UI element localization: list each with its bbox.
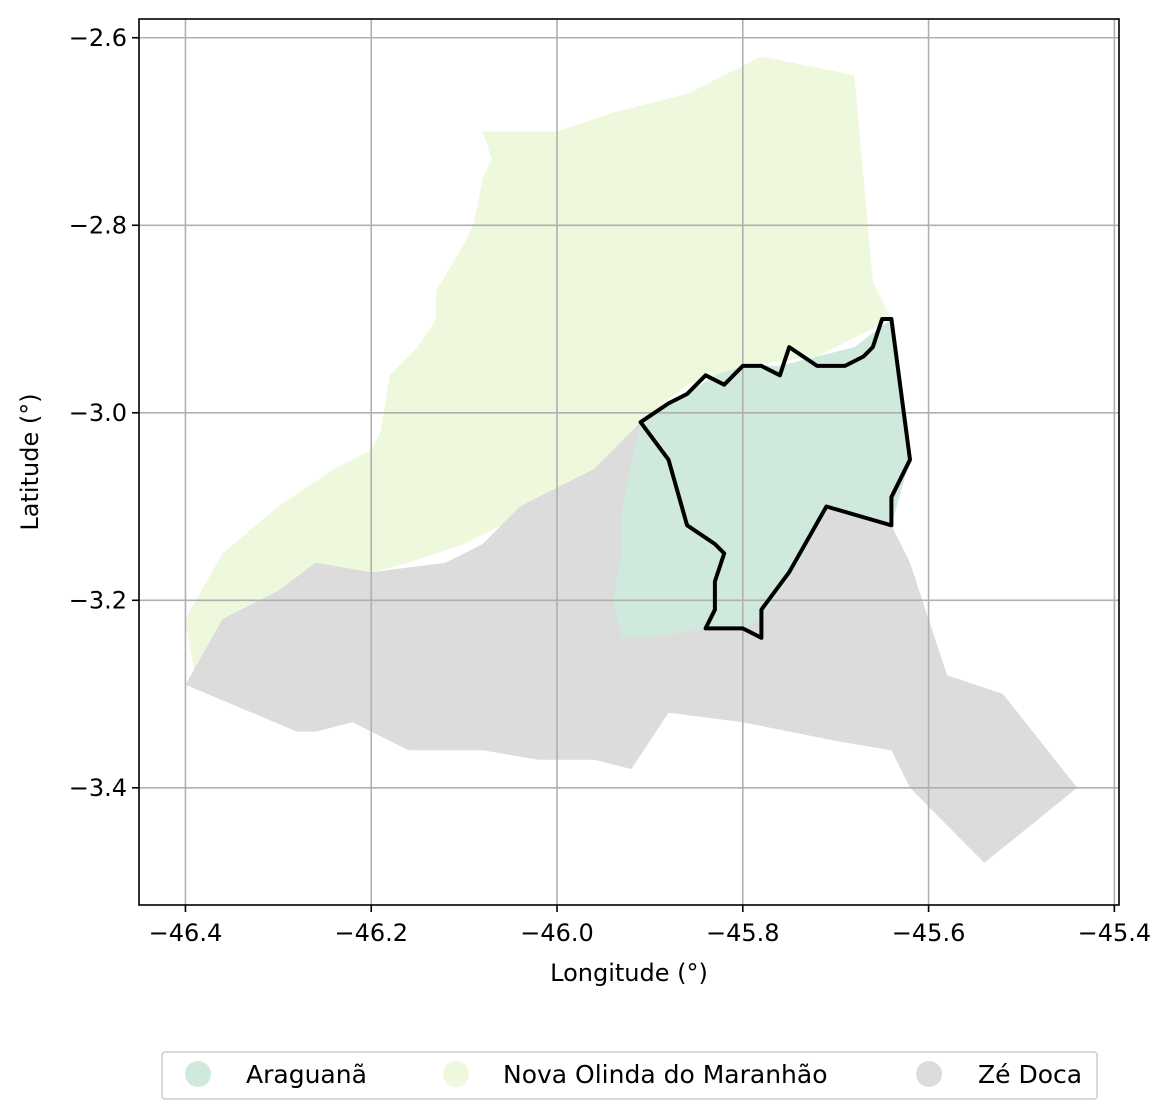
plot-area (138, 18, 1120, 906)
highlight-outline-araguana (638, 317, 912, 640)
legend-label-nova-olinda: Nova Olinda do Maranhão (503, 1060, 828, 1089)
legend: Araguanã Nova Olinda do Maranhão Zé Doca (161, 1051, 1098, 1100)
highlight-outline-layer (638, 317, 912, 640)
y-tick-label: −3.0 (69, 399, 127, 427)
legend-frame (161, 1051, 1098, 1100)
x-tick-label: −46.0 (520, 919, 594, 947)
regions-layer (185, 56, 1078, 863)
legend-swatch-ze-doca (916, 1061, 942, 1087)
legend-item-ze-doca: Zé Doca (916, 1060, 1082, 1089)
x-tick-label: −46.4 (149, 919, 223, 947)
y-tick-label: −2.8 (69, 211, 127, 239)
legend-label-ze-doca: Zé Doca (978, 1060, 1082, 1089)
y-tick-label: −2.6 (69, 24, 127, 52)
x-tick-label: −45.4 (1078, 919, 1152, 947)
legend-item-araguana: Araguanã (185, 1060, 367, 1089)
y-axis-title: Latitude (°) (16, 393, 44, 530)
y-tick-label: −3.4 (69, 774, 127, 802)
y-tick-label: −3.2 (69, 586, 127, 614)
region-nova-olinda-do-maranhao (185, 56, 892, 676)
legend-item-nova-olinda: Nova Olinda do Maranhão (443, 1060, 828, 1089)
x-tick-label: −46.2 (334, 919, 408, 947)
grid-lines (139, 19, 1119, 905)
x-tick-label: −45.8 (706, 919, 780, 947)
x-axis-title: Longitude (°) (550, 959, 708, 987)
region-araguana (612, 319, 910, 638)
axes-frame (138, 18, 1120, 906)
axis-ticks: −46.4 −46.2 −46.0 −45.8 −45.6 −45.4 −2.6 −2.8 −3… (69, 24, 1151, 947)
legend-swatch-araguana (185, 1061, 211, 1087)
region-ze-doca (185, 422, 1078, 863)
legend-swatch-nova-olinda (443, 1061, 469, 1087)
x-tick-label: −45.6 (892, 919, 966, 947)
legend-label-araguana: Araguanã (246, 1060, 367, 1089)
